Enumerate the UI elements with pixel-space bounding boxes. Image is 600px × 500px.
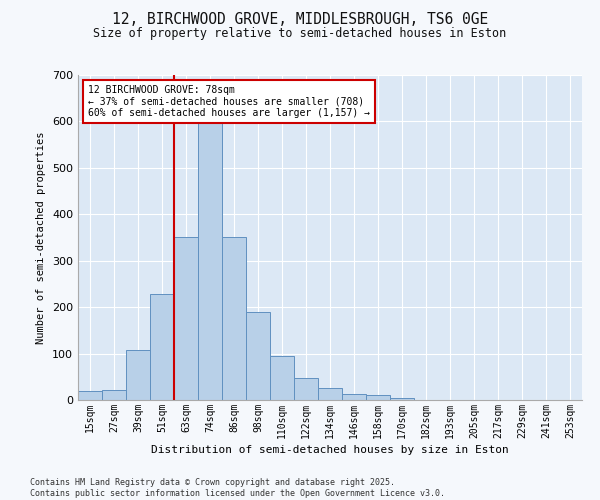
Bar	[342, 394, 366, 400]
Bar	[270, 356, 294, 400]
Bar	[102, 390, 126, 400]
Bar	[150, 294, 174, 400]
Y-axis label: Number of semi-detached properties: Number of semi-detached properties	[37, 131, 46, 344]
Text: Contains HM Land Registry data © Crown copyright and database right 2025.
Contai: Contains HM Land Registry data © Crown c…	[30, 478, 445, 498]
Bar	[318, 388, 342, 400]
Text: 12, BIRCHWOOD GROVE, MIDDLESBROUGH, TS6 0GE: 12, BIRCHWOOD GROVE, MIDDLESBROUGH, TS6 …	[112, 12, 488, 28]
Bar	[126, 350, 150, 400]
Bar	[174, 238, 198, 400]
Bar	[222, 238, 246, 400]
Bar	[198, 94, 222, 400]
Text: Size of property relative to semi-detached houses in Eston: Size of property relative to semi-detach…	[94, 28, 506, 40]
Bar	[294, 378, 318, 400]
X-axis label: Distribution of semi-detached houses by size in Eston: Distribution of semi-detached houses by …	[151, 445, 509, 455]
Bar	[390, 398, 414, 400]
Text: 12 BIRCHWOOD GROVE: 78sqm
← 37% of semi-detached houses are smaller (708)
60% of: 12 BIRCHWOOD GROVE: 78sqm ← 37% of semi-…	[88, 84, 370, 118]
Bar	[246, 312, 270, 400]
Bar	[366, 396, 390, 400]
Bar	[78, 390, 102, 400]
